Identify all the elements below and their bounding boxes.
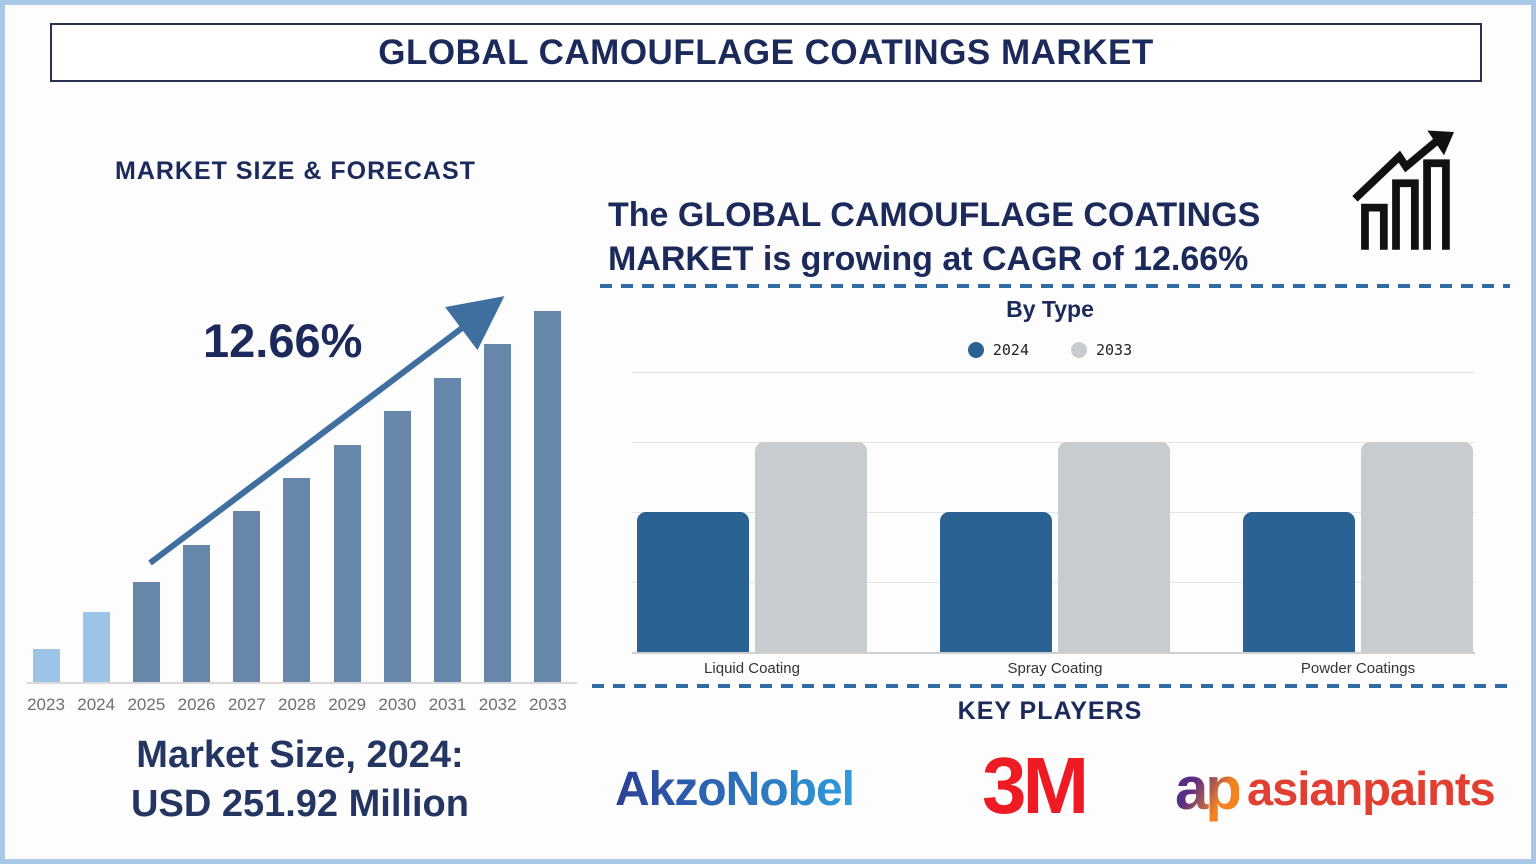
forecast-year-label: 2030 [378, 695, 417, 714]
3m-logo: 3M [982, 741, 1089, 830]
by-type-legend: 2024 2033 [850, 341, 1250, 359]
forecast-year-label: 2032 [478, 695, 517, 714]
legend-dot-2024-icon [967, 342, 984, 358]
forecast-bar-2027 [233, 511, 261, 682]
forecast-year-label: 2033 [528, 695, 567, 714]
title-banner: GLOBAL CAMOUFLAGE COATINGS MARKET [50, 23, 1482, 82]
forecast-bar-2029 [333, 445, 361, 682]
forecast-bar-2025 [133, 582, 161, 682]
asianpaints-logo: ap asianpaints [1175, 754, 1496, 823]
forecast-year-label: 2031 [428, 695, 467, 714]
bytype-bar-2024 [940, 512, 1052, 652]
bytype-group [1243, 442, 1473, 652]
bytype-category-label: Liquid Coating [704, 660, 800, 677]
bytype-category-label: Spray Coating [1007, 660, 1103, 677]
key-players-logos: AkzoNobel 3M ap asianpaints [610, 740, 1520, 850]
forecast-bar-2026 [183, 545, 211, 682]
legend-item-2024: 2024 [967, 341, 1029, 359]
bytype-bar-2033 [755, 442, 867, 652]
key-players-heading: KEY PLAYERS [957, 697, 1143, 725]
growth-chart-icon [1352, 130, 1454, 250]
bytype-bar-2033 [1058, 442, 1170, 652]
asianpaints-ap-monogram-icon: ap [1175, 755, 1242, 822]
forecast-year-label: 2024 [77, 695, 116, 714]
forecast-year-label: 2023 [27, 695, 65, 714]
market-size-line1: Market Size, 2024: [136, 734, 464, 776]
bytype-bar-2024 [1243, 512, 1355, 652]
forecast-labels: 2023 2024 2025 2026 2027 2028 2029 2030 2031 2032… [22, 695, 572, 715]
dashed-divider-top [600, 284, 1510, 288]
forecast-bar-2030 [383, 411, 411, 682]
forecast-year-label: 2027 [227, 695, 266, 714]
cagr-annotation: 12.66% [203, 314, 363, 367]
forecast-year-label: 2025 [127, 695, 166, 714]
bytype-bar-2024 [637, 512, 749, 652]
forecast-year-label: 2026 [177, 695, 216, 714]
forecast-bar-2032 [483, 344, 511, 682]
market-size-caption: Market Size, 2024: USD 251.92 Million [45, 731, 555, 828]
page-title: GLOBAL CAMOUFLAGE COATINGS MARKET [378, 32, 1154, 72]
bytype-gridline [632, 442, 1475, 443]
bytype-bar-2033 [1361, 442, 1473, 652]
cagr-headline-line2: MARKET is growing at CAGR of 12.66% [608, 240, 1249, 279]
akzonobel-logo: AkzoNobel [615, 763, 855, 816]
bytype-gridline [632, 372, 1475, 373]
cagr-headline-line1: The GLOBAL CAMOUFLAGE COATINGS [608, 196, 1261, 234]
bytype-gridline [632, 512, 1475, 513]
forecast-bar-2028 [283, 478, 311, 682]
market-size-line2: USD 251.92 Million [131, 782, 469, 825]
forecast-bar-2024 [83, 612, 111, 682]
forecast-axis-line [27, 682, 577, 684]
forecast-bar-2033 [533, 311, 561, 682]
legend-item-2033: 2033 [1071, 341, 1132, 359]
legend-label-2033: 2033 [1096, 341, 1133, 359]
forecast-bar-2031 [433, 378, 461, 682]
asianpaints-wordmark: asianpaints [1247, 762, 1496, 815]
forecast-year-label: 2029 [328, 695, 367, 714]
cagr-headline: The GLOBAL CAMOUFLAGE COATINGS MARKET is… [608, 193, 1338, 281]
bytype-group [637, 442, 867, 652]
legend-dot-2033-icon [1071, 342, 1087, 358]
forecast-bar-2023 [33, 649, 60, 682]
bytype-gridline [632, 582, 1475, 583]
dashed-divider-bottom [592, 684, 1514, 688]
market-size-forecast-heading: MARKET SIZE & FORECAST [115, 157, 476, 185]
bytype-baseline [632, 652, 1475, 654]
forecast-bars [33, 311, 561, 682]
bytype-plot: Liquid Coating Spray Coating Powder Coatin… [632, 372, 1475, 677]
bytype-category-label: Powder Coatings [1300, 660, 1416, 677]
by-type-title: By Type [1006, 296, 1094, 322]
legend-label-2024: 2024 [992, 341, 1029, 359]
bytype-group [940, 442, 1170, 652]
growth-arrow-icon [148, 296, 505, 566]
forecast-year-label: 2028 [278, 695, 316, 714]
